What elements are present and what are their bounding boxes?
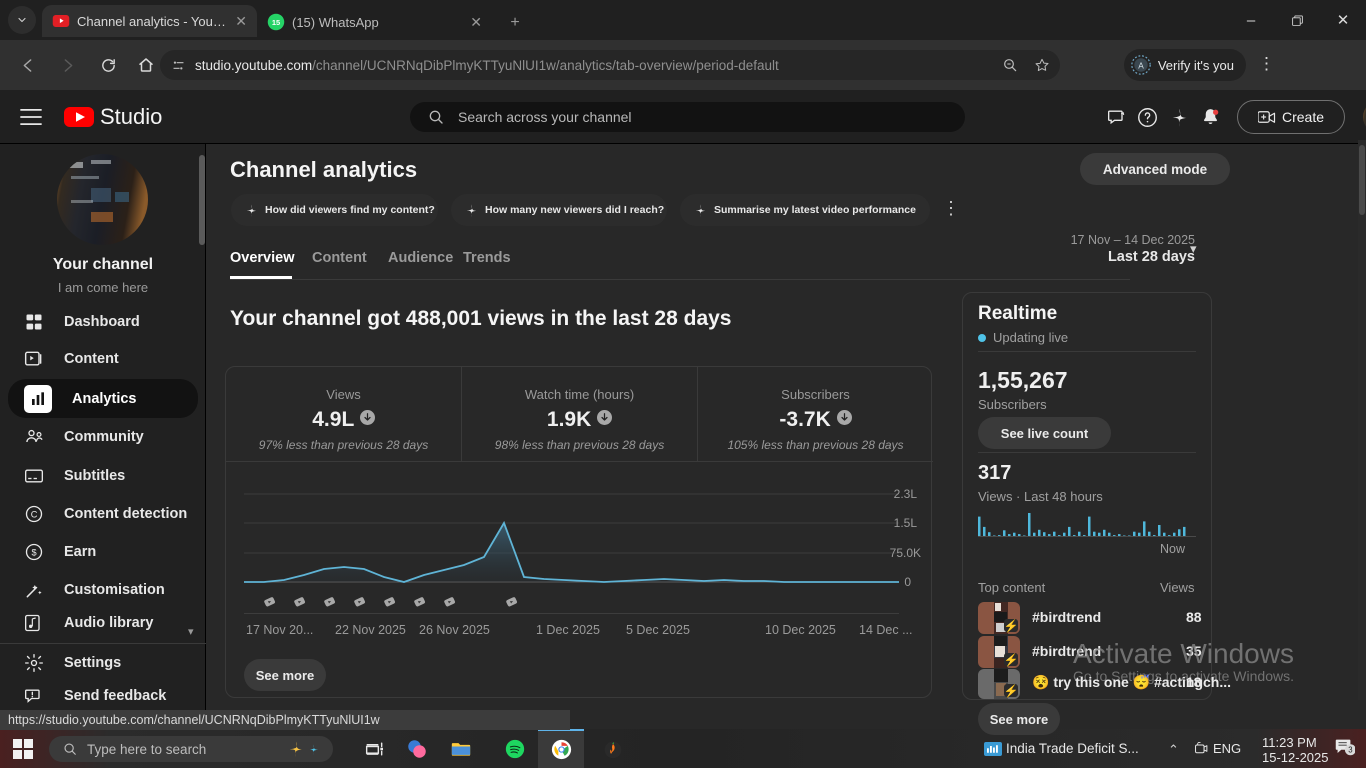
svg-text:A: A (1138, 62, 1144, 71)
svg-text:$: $ (31, 547, 36, 557)
svg-text:3: 3 (1348, 746, 1352, 755)
svg-text:C: C (31, 509, 38, 519)
svg-text:15: 15 (272, 18, 280, 27)
